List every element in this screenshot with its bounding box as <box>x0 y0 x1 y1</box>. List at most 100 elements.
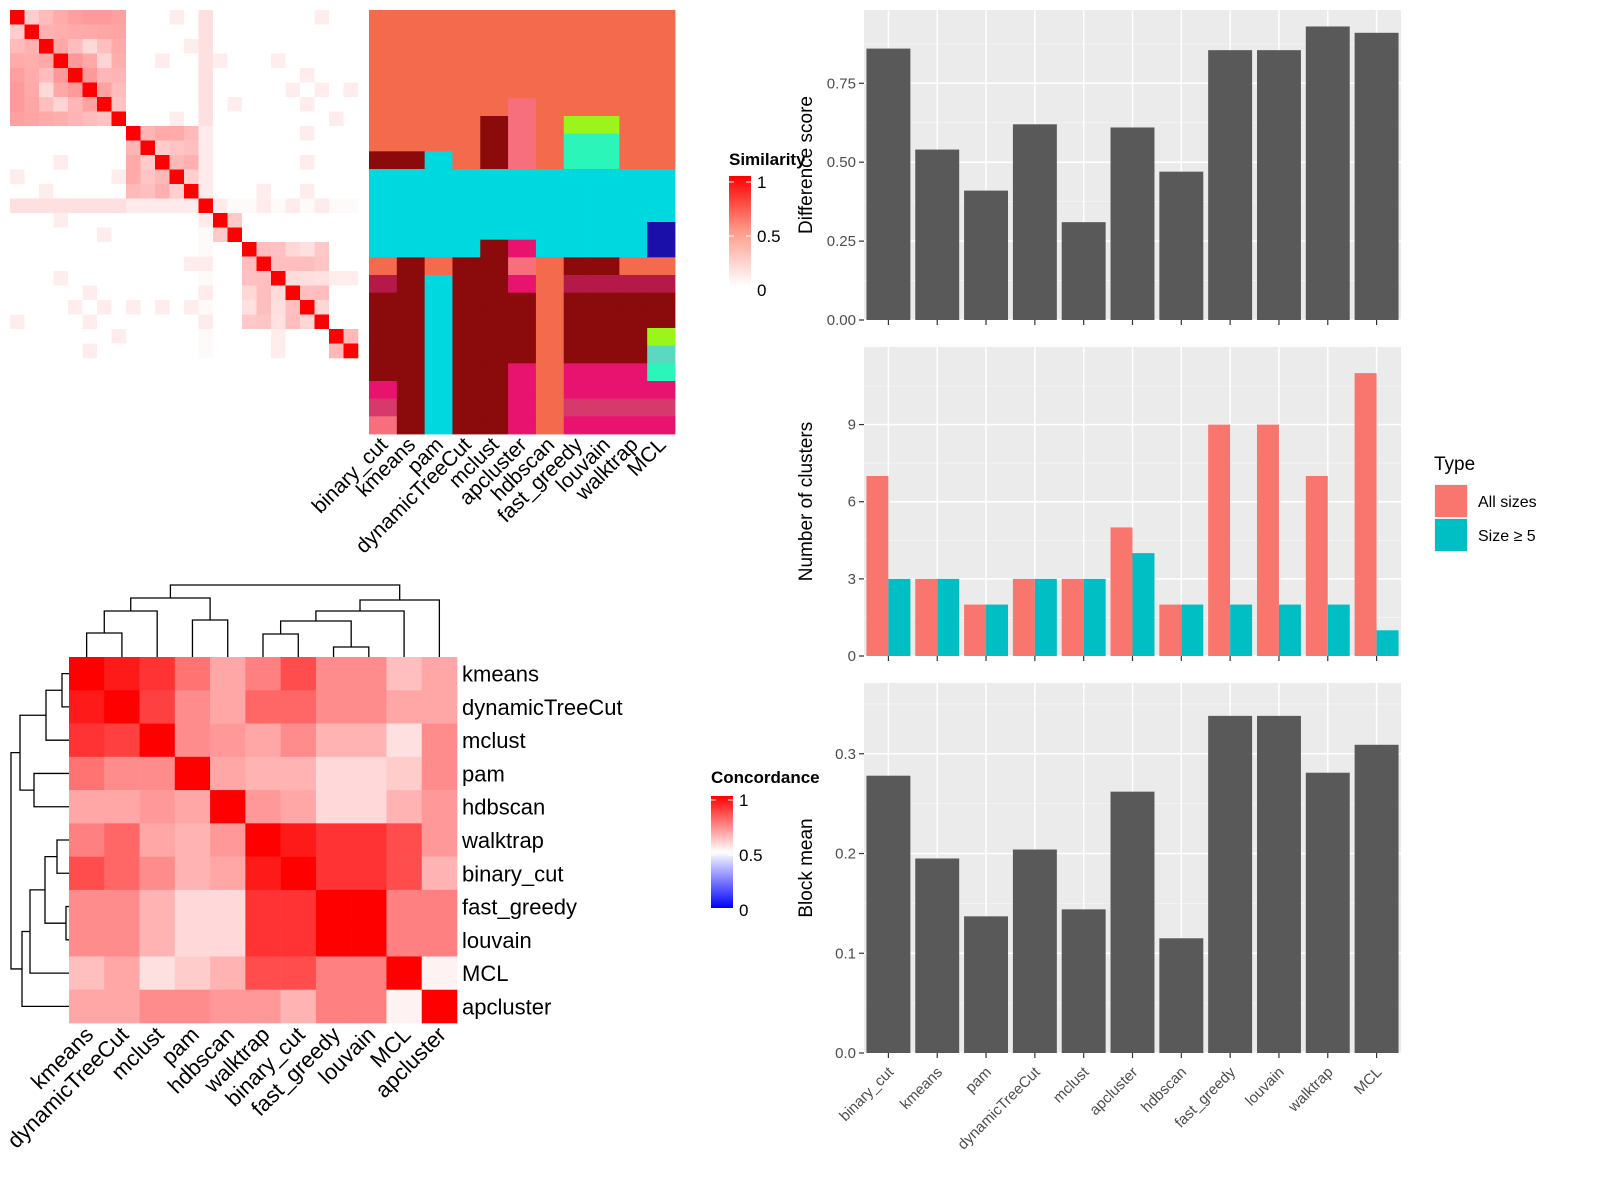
similarity-cell <box>126 184 141 199</box>
similarity-cell <box>343 213 359 228</box>
similarity-cell <box>53 97 69 112</box>
cluster-cell <box>535 416 565 435</box>
cluster-cell <box>369 27 398 46</box>
concordance-cell <box>139 956 176 991</box>
similarity-cell <box>329 227 344 243</box>
similarity-cell <box>111 126 127 141</box>
cluster-cell <box>452 80 481 99</box>
similarity-cell <box>24 169 40 185</box>
similarity-cell <box>227 39 243 54</box>
dendrogram-branch <box>191 619 229 657</box>
cluster-cell <box>452 328 481 347</box>
concordance-cell <box>104 690 140 724</box>
similarity-cell <box>97 140 112 156</box>
concordance-cell <box>315 889 352 924</box>
cluster-cell <box>480 151 509 170</box>
similarity-cell <box>198 10 214 25</box>
similarity-cell <box>343 126 359 141</box>
cluster-cell <box>508 186 537 205</box>
similarity-cell <box>82 256 98 272</box>
similarity-cell <box>198 126 214 141</box>
similarity-cell <box>82 111 98 127</box>
concordance-cell <box>139 989 176 1024</box>
bar <box>1354 744 1399 1053</box>
similarity-heatmap <box>10 10 359 359</box>
cluster-cell <box>647 27 676 46</box>
similarity-cell <box>10 256 25 272</box>
similarity-cell <box>39 184 54 199</box>
similarity-cell <box>343 10 359 25</box>
concordance-cell <box>69 790 105 824</box>
similarity-cell <box>285 24 301 40</box>
similarity-cell <box>10 39 25 54</box>
similarity-cell <box>300 300 315 315</box>
y-tick-label: 0 <box>848 648 856 665</box>
similarity-cell <box>343 343 359 359</box>
cluster-cell <box>369 151 398 170</box>
similarity-cell <box>213 126 228 141</box>
similarity-cell <box>227 24 243 40</box>
x-tick-label: apcluster <box>1086 1064 1141 1119</box>
dendrogram-branch <box>65 905 69 941</box>
bar-size-ge-5 <box>1132 553 1155 656</box>
cluster-cell <box>369 80 398 99</box>
cluster-cell <box>508 63 537 82</box>
cluster-cell <box>619 416 648 435</box>
similarity-cell <box>329 314 344 330</box>
similarity-cell <box>155 343 170 359</box>
cluster-cell <box>535 27 565 46</box>
cluster-cell <box>591 398 620 417</box>
similarity-cell <box>39 227 54 243</box>
y-tick-label: 0.0 <box>835 1045 856 1062</box>
similarity-cell <box>329 53 344 69</box>
cluster-cell <box>535 398 565 417</box>
similarity-cell <box>39 329 54 344</box>
concordance-cell <box>245 923 281 957</box>
row-label: kmeans <box>462 662 539 687</box>
dendrogram-branch <box>332 646 370 657</box>
similarity-cell <box>198 155 214 170</box>
cluster-cell <box>563 45 592 64</box>
cluster-cell <box>424 10 453 29</box>
cluster-cell <box>424 328 453 347</box>
similarity-cell <box>271 39 286 54</box>
similarity-cell <box>126 329 141 344</box>
similarity-cell <box>242 24 257 40</box>
concordance-cell <box>69 690 105 724</box>
similarity-cell <box>10 10 25 25</box>
similarity-cell <box>53 329 69 344</box>
similarity-cell <box>285 82 301 98</box>
concordance-cell <box>104 956 140 991</box>
similarity-cell <box>169 314 185 330</box>
similarity-cell <box>82 227 98 243</box>
similarity-cell <box>10 329 25 344</box>
similarity-cell <box>300 68 315 83</box>
bar-all-sizes <box>1256 424 1279 656</box>
concordance-cell <box>421 989 458 1024</box>
similarity-cell <box>213 256 228 272</box>
similarity-cell <box>329 256 344 272</box>
similarity-cell <box>111 242 127 257</box>
similarity-cell <box>126 285 141 301</box>
similarity-cell <box>68 213 83 228</box>
similarity-cell <box>329 213 344 228</box>
row-label: apcluster <box>462 994 551 1019</box>
similarity-cell <box>213 314 228 330</box>
cluster-cell <box>591 381 620 400</box>
similarity-cell <box>285 39 301 54</box>
cluster-cell <box>591 63 620 82</box>
bar-all-sizes <box>1208 424 1231 656</box>
dendrogram-branch <box>85 632 123 657</box>
similarity-cell <box>111 329 127 344</box>
concordance-cell <box>69 856 105 891</box>
similarity-cell <box>126 126 141 141</box>
similarity-cell <box>10 53 25 69</box>
cluster-cell <box>563 27 592 46</box>
cluster-cell <box>369 310 398 329</box>
similarity-cell <box>39 271 54 286</box>
concordance-cell <box>315 923 352 957</box>
similarity-cell <box>155 300 170 315</box>
similarity-cell <box>227 140 243 156</box>
similarity-cell <box>227 10 243 25</box>
cluster-cell <box>369 63 398 82</box>
